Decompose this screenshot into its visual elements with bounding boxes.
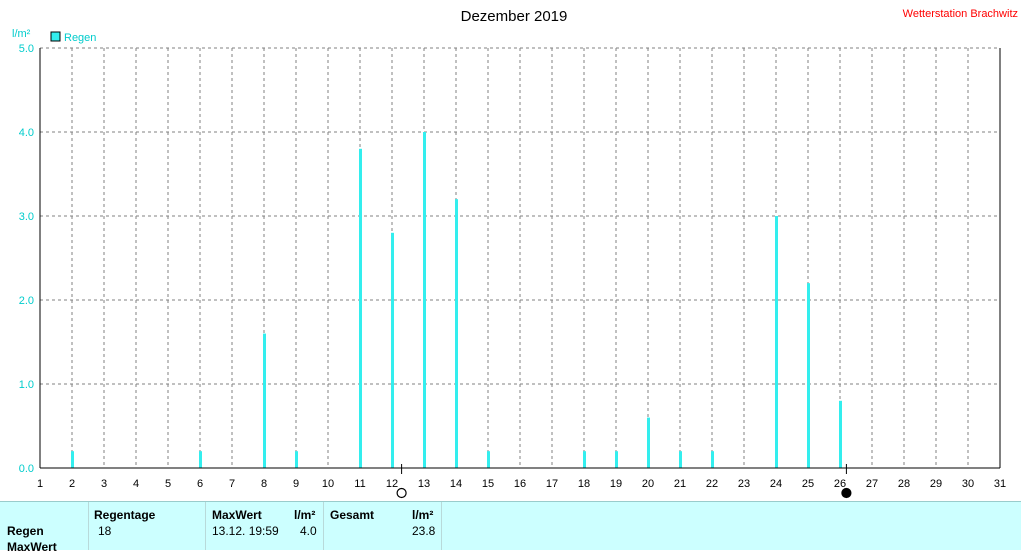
x-tick-label: 8 [261, 478, 267, 490]
gesamt-value: 23.8 [412, 524, 436, 538]
bar [359, 148, 362, 469]
bar [455, 199, 458, 468]
separator [205, 502, 206, 550]
bar [775, 216, 778, 468]
regentage-value: 18 [98, 524, 112, 538]
bar [423, 132, 426, 468]
maxwert-date: 13.12. 19:59 [212, 524, 279, 538]
x-tick-label: 27 [866, 478, 878, 490]
grid-lines [40, 47, 1000, 468]
x-tick-label: 3 [101, 478, 107, 490]
regentage-header: Regentage [94, 508, 156, 522]
x-tick-label: 30 [962, 478, 974, 490]
x-tick-label: 20 [642, 478, 654, 490]
x-tick-label: 14 [450, 478, 462, 490]
maxwert-header: MaxWert [212, 508, 262, 522]
y-tick-label: 4.0 [19, 127, 34, 139]
y-tick-labels: 0.0 1.0 2.0 3.0 4.0 5.0 [19, 43, 34, 475]
y-tick-label: 3.0 [19, 211, 34, 223]
x-tick-label: 6 [197, 478, 203, 490]
x-tick-label: 24 [770, 478, 782, 490]
bar [487, 451, 490, 468]
x-tick-label: 17 [546, 478, 558, 490]
gesamt-header: Gesamt [330, 508, 375, 522]
row-label-regen: Regen [7, 524, 44, 538]
legend-label: Regen [64, 32, 96, 44]
bars [71, 132, 842, 469]
x-tick-label: 5 [165, 478, 171, 490]
x-tick-label: 15 [482, 478, 494, 490]
x-tick-label: 31 [994, 478, 1006, 490]
bar [295, 451, 298, 468]
moon-phases [396, 464, 852, 499]
bar [679, 451, 682, 468]
separator [88, 502, 89, 550]
x-tick-label: 16 [514, 478, 526, 490]
station-name: Wetterstation Brachwitz [903, 8, 1018, 20]
bar [583, 451, 586, 468]
x-tick-label: 9 [293, 478, 299, 490]
bar [199, 451, 202, 468]
y-tick-label: 5.0 [19, 43, 34, 55]
y-tick-label: 2.0 [19, 295, 34, 307]
y-axis-label: l/m² [12, 28, 31, 40]
summary-panel: Regentage MaxWert l/m² Gesamt l/m² Regen… [0, 501, 1021, 554]
x-tick-label: 11 [354, 478, 365, 490]
bar [839, 400, 842, 468]
bar [263, 333, 266, 468]
x-tick-label: 13 [418, 478, 430, 490]
full-moon-icon [396, 487, 407, 499]
maxwert-unit: l/m² [294, 508, 316, 522]
gesamt-unit: l/m² [412, 508, 434, 522]
x-tick-label: 18 [578, 478, 590, 490]
bar [711, 451, 714, 468]
bar [807, 283, 810, 468]
x-tick-labels: 1 2 3 4 5 6 7 8 9 10 11 12 13 14 15 16 17 18 19 20 21 22 23 24 2… [37, 478, 1006, 490]
bar [71, 451, 74, 468]
separator [323, 502, 324, 550]
x-tick-label: 28 [898, 478, 910, 490]
new-moon-icon [841, 487, 852, 499]
rain-chart: Dezember 2019 Wetterstation Brachwitz l/… [12, 8, 1018, 499]
y-tick-label: 1.0 [19, 379, 34, 391]
bar [647, 417, 650, 468]
x-tick-label: 22 [706, 478, 718, 490]
x-tick-label: 10 [322, 478, 334, 490]
chart-title: Dezember 2019 [461, 8, 568, 25]
x-tick-label: 7 [229, 478, 235, 490]
x-tick-label: 19 [610, 478, 622, 490]
x-tick-label: 4 [133, 478, 139, 490]
row-label-maxwert: MaxWert [7, 540, 57, 554]
x-tick-label: 2 [69, 478, 75, 490]
x-tick-label: 12 [386, 478, 398, 490]
x-tick-label: 21 [674, 478, 686, 490]
maxwert-value: 4.0 [300, 524, 317, 538]
x-tick-label: 26 [834, 478, 846, 490]
x-tick-label: 29 [930, 478, 942, 490]
x-tick-label: 25 [802, 478, 814, 490]
x-tick-label: 1 [37, 478, 43, 490]
axes [39, 48, 1001, 469]
x-tick-label: 23 [738, 478, 750, 490]
bar [615, 451, 618, 468]
bar [391, 232, 394, 468]
legend-swatch [50, 31, 61, 42]
separator [441, 502, 442, 550]
y-tick-label: 0.0 [19, 463, 34, 475]
